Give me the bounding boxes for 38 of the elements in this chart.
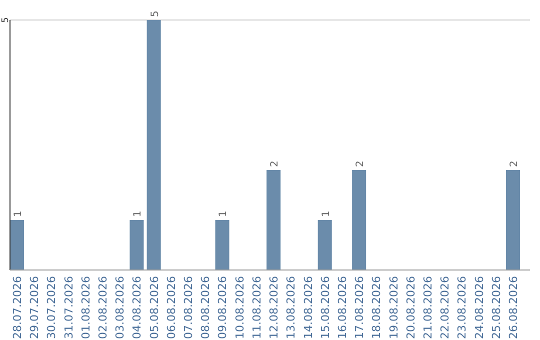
data-label: 5 bbox=[150, 10, 161, 17]
x-tick-label: 07.08.2026 bbox=[182, 276, 196, 339]
x-tick-label: 22.08.2026 bbox=[438, 276, 452, 339]
x-tick-label: 10.08.2026 bbox=[233, 276, 246, 339]
x-tick-label: 04.08.2026 bbox=[130, 276, 144, 339]
x-tick-label: 20.08.2026 bbox=[404, 276, 418, 339]
data-label: 2 bbox=[270, 160, 281, 167]
x-tick-label: 31.07.2026 bbox=[62, 276, 76, 339]
x-tick-label: 15.08.2026 bbox=[318, 276, 332, 339]
x-tick-label: 19.08.2026 bbox=[387, 276, 400, 339]
x-tick-label: 05.08.2026 bbox=[148, 276, 161, 339]
x-tick-label: 09.08.2026 bbox=[216, 276, 230, 339]
x-tick-label: 14.08.2026 bbox=[302, 276, 315, 339]
x-tick-label: 08.08.2026 bbox=[199, 276, 212, 339]
data-label: 1 bbox=[218, 210, 230, 217]
x-tick-label: 16.08.2026 bbox=[336, 276, 349, 339]
x-tick-label: 13.08.2026 bbox=[284, 276, 298, 339]
x-tick-label: 29.07.2026 bbox=[28, 276, 42, 339]
x-tick-label: 03.08.2026 bbox=[114, 276, 127, 339]
data-label: 2 bbox=[508, 160, 520, 167]
data-label: 1 bbox=[132, 210, 144, 217]
x-tick-label: 01.08.2026 bbox=[79, 276, 92, 339]
x-tick-label: 06.08.2026 bbox=[164, 276, 178, 339]
x-tick-label: 24.08.2026 bbox=[472, 276, 486, 339]
data-label: 1 bbox=[320, 210, 332, 217]
x-tick-label: 26.08.2026 bbox=[506, 276, 520, 339]
data-label: 2 bbox=[355, 160, 366, 167]
x-tick-label: 25.08.2026 bbox=[490, 276, 503, 339]
x-tick-label: 23.08.2026 bbox=[456, 276, 469, 339]
x-tick-label: 17.08.2026 bbox=[353, 276, 366, 339]
x-tick-label: 12.08.2026 bbox=[268, 276, 281, 339]
x-tick-label: 30.07.2026 bbox=[45, 276, 58, 339]
data-label: 1 bbox=[13, 210, 24, 217]
x-tick-label: 28.07.2026 bbox=[11, 276, 24, 339]
x-tick-label: 21.08.2026 bbox=[421, 276, 434, 339]
x-tick-label: 18.08.2026 bbox=[370, 276, 384, 339]
x-tick-label: 11.08.2026 bbox=[250, 276, 264, 339]
x-tick-label: 02.08.2026 bbox=[96, 276, 110, 339]
